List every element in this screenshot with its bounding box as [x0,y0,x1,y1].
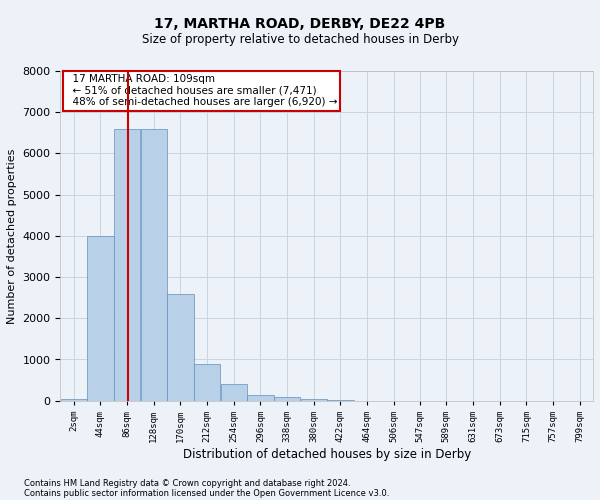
Bar [194,364,220,401]
Bar [87,236,113,400]
Bar [221,384,247,400]
Text: 17 MARTHA ROAD: 109sqm
  ← 51% of detached houses are smaller (7,471)
  48% of s: 17 MARTHA ROAD: 109sqm ← 51% of detached… [65,74,337,108]
Bar [167,294,194,401]
Bar [274,396,300,400]
Text: Contains public sector information licensed under the Open Government Licence v3: Contains public sector information licen… [24,488,389,498]
Text: Size of property relative to detached houses in Derby: Size of property relative to detached ho… [142,32,458,46]
X-axis label: Distribution of detached houses by size in Derby: Distribution of detached houses by size … [182,448,471,460]
Bar [247,394,274,400]
Text: Contains HM Land Registry data © Crown copyright and database right 2024.: Contains HM Land Registry data © Crown c… [24,478,350,488]
Bar [61,398,87,400]
Y-axis label: Number of detached properties: Number of detached properties [7,148,17,324]
Bar [114,128,140,400]
Bar [140,128,167,400]
Text: 17, MARTHA ROAD, DERBY, DE22 4PB: 17, MARTHA ROAD, DERBY, DE22 4PB [154,18,446,32]
